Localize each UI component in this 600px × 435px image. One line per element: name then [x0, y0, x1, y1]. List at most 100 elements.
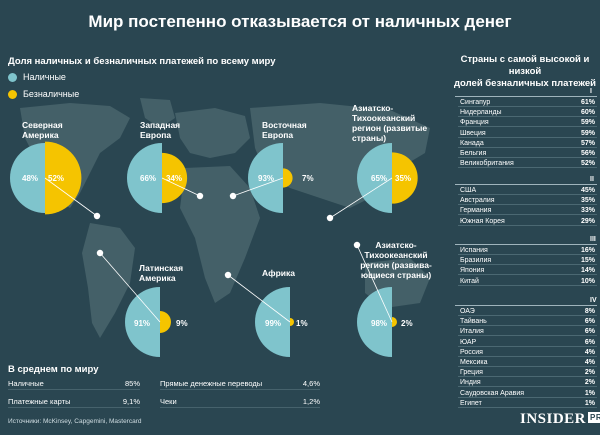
country-row: Китай 10% [458, 277, 597, 286]
region-label-line: регион (развитые [352, 123, 428, 133]
country-row: ЮАР 6% [458, 338, 597, 347]
country-name: Италия [460, 328, 484, 336]
country-value: 52% [580, 160, 595, 168]
group-number: III [590, 236, 596, 243]
country-name: Бразилия [460, 257, 492, 265]
map-south-america [82, 223, 135, 338]
pie-pct-cashless-ee: 7% [302, 174, 314, 183]
right-title-line: Страны с самой высокой и низкой [460, 54, 590, 77]
source-note: Источники: McKinsey, Capgemini, Masterca… [8, 418, 142, 425]
region-label-latin-america: Латинская Америка [139, 263, 183, 283]
country-row: Мексика 4% [458, 358, 597, 367]
country-row: Египет 1% [458, 399, 597, 408]
pie-cashless-slice [162, 152, 188, 204]
region-label-line: Европа [140, 130, 172, 140]
legend-cashless: Безналичные [8, 89, 79, 99]
pie-cash-slice [125, 287, 160, 357]
average-label: Чеки [160, 397, 177, 406]
pie-connector-line [44, 177, 98, 217]
pie-pct-cashless-we: 34% [166, 174, 183, 183]
country-value: 6% [584, 328, 595, 336]
country-value: 61% [580, 99, 595, 106]
country-value: 60% [580, 109, 595, 117]
region-label-west-europe: Западная Европа [140, 120, 180, 140]
country-name: Бельгия [460, 150, 487, 157]
map-greenland [140, 98, 175, 128]
pie-pct-cash-na: 48% [22, 174, 39, 183]
average-row: Чеки 1,2% [160, 396, 320, 408]
pie-connector-dot [224, 271, 232, 279]
country-row: Россия 4% [458, 348, 597, 357]
map-africa [180, 166, 260, 303]
country-name: Египет [460, 399, 482, 407]
country-value: 6% [584, 338, 595, 346]
region-label-line: регион (развива- [360, 260, 432, 270]
pie-pct-cashless-apd: 35% [395, 174, 412, 183]
group-divider [455, 305, 597, 306]
country-name: Тайвань [460, 318, 487, 326]
country-row: Швеция 59% [458, 129, 597, 138]
pie-cashless-slice [392, 317, 397, 327]
country-row: Сингапур 61% [458, 98, 597, 107]
pie-cash-slice [10, 143, 45, 213]
country-name: Нидерланды [460, 109, 502, 117]
pie-connector-dot [229, 192, 237, 200]
average-title: В среднем по миру [8, 364, 99, 375]
country-row: Италия 6% [458, 327, 597, 337]
pie-connector-line [232, 177, 284, 197]
pie-pct-cash-we: 66% [140, 174, 157, 183]
region-label-line: Америка [22, 130, 59, 140]
country-row: Япония 14% [458, 266, 597, 276]
legend-cash: Наличные [8, 72, 66, 82]
right-title: Страны с самой высокой и низкой долей бе… [450, 54, 600, 90]
pie-cashless-slice [290, 318, 294, 326]
region-label-line: Северная [22, 120, 63, 130]
pie-cash-slice [248, 143, 283, 213]
country-value: 57% [580, 139, 595, 147]
country-value: 6% [584, 318, 595, 326]
brand-tag: PRO [588, 412, 600, 423]
average-label: Наличные [8, 379, 44, 388]
region-label-line: Восточная [262, 120, 307, 130]
country-row: Испания 16% [458, 246, 597, 255]
country-value: 16% [580, 247, 595, 254]
country-name: Великобритания [460, 160, 514, 168]
region-label-line: Америка [139, 273, 176, 283]
country-name: Япония [460, 267, 485, 275]
country-value: 10% [580, 277, 595, 285]
group-number: I [590, 88, 592, 95]
average-value: 9,1% [122, 397, 140, 406]
country-value: 1% [584, 389, 595, 397]
country-row: Великобритания 52% [458, 159, 597, 169]
pie-cashless-slice [45, 141, 82, 215]
pie-connector-line [329, 177, 393, 219]
region-label-line: Латинская [139, 263, 184, 273]
average-row: Прямые денежные переводы 4,6% [160, 378, 320, 390]
legend-cashless-label: Безналичные [23, 89, 80, 99]
country-row: Австралия 35% [458, 196, 597, 206]
region-label-line: Азиатско- [375, 240, 417, 250]
country-value: 1% [584, 399, 595, 407]
country-row: Тайвань 6% [458, 317, 597, 327]
group-divider [455, 96, 597, 97]
region-label-north-america: Северная Америка [22, 120, 63, 140]
pie-pct-cash-ape: 98% [371, 319, 388, 328]
region-label-line: ющиеся страны) [360, 270, 432, 280]
country-row: Греция 2% [458, 368, 597, 378]
country-row: Германия 33% [458, 206, 597, 216]
country-row: ОАЭ 8% [458, 307, 597, 316]
country-name: Франция [460, 119, 489, 127]
country-value: 15% [580, 257, 595, 265]
region-label-line: Европа [262, 130, 294, 140]
brand-name: INSIDER [520, 411, 587, 427]
pie-cash-slice [357, 143, 392, 213]
region-label-east-europe: Восточная Европа [262, 120, 307, 140]
country-row: Саудовская Аравия 1% [458, 389, 597, 398]
region-label-line: Африка [262, 268, 295, 278]
region-pies [10, 141, 418, 357]
pie-connector-dot [93, 212, 101, 220]
average-value: 85% [124, 379, 140, 388]
pie-pct-cashless-af: 1% [296, 319, 308, 328]
average-value: 1,2% [302, 397, 320, 406]
page-title: Мир постепенно отказывается от наличных … [88, 12, 512, 31]
